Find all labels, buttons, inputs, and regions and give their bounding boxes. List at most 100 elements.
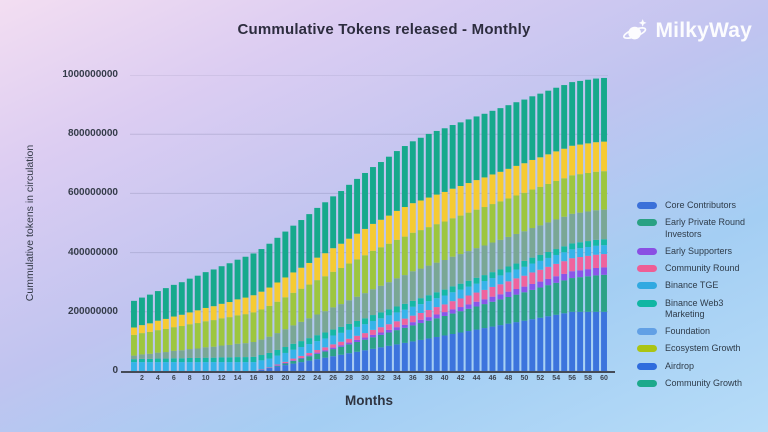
bar-segment-core-contributors-month-52[interactable]: [537, 317, 544, 371]
bar-segment-community-round-month-30[interactable]: [362, 333, 368, 338]
bar-segment-ecosystem-growth-month-34[interactable]: [393, 239, 400, 279]
bar-segment-early-private-round-investors-month-56[interactable]: [569, 278, 576, 312]
bar-segment-airdrop-month-23[interactable]: [306, 262, 313, 285]
bar-segment-ecosystem-growth-month-37[interactable]: [417, 230, 424, 269]
bar-segment-airdrop-month-52[interactable]: [537, 157, 544, 187]
bar-segment-community-round-month-25[interactable]: [322, 347, 329, 351]
bar-segment-early-supporters-month-50[interactable]: [521, 286, 528, 293]
bar-segment-binance-web3-marketing-month-14[interactable]: [234, 357, 241, 363]
bar-segment-early-private-round-investors-month-29[interactable]: [354, 341, 360, 352]
bar-segment-early-supporters-month-27[interactable]: [338, 345, 345, 347]
bar-segment-airdrop-month-60[interactable]: [601, 141, 607, 172]
bar-segment-binance-web3-marketing-month-22[interactable]: [298, 341, 305, 348]
bar-segment-foundation-month-35[interactable]: [401, 275, 408, 304]
bar-segment-ecosystem-growth-month-5[interactable]: [162, 328, 169, 353]
bar-segment-foundation-month-16[interactable]: [250, 341, 257, 357]
bar-segment-community-round-month-44[interactable]: [473, 292, 480, 302]
bar-segment-foundation-month-33[interactable]: [385, 282, 392, 310]
bar-segment-foundation-month-32[interactable]: [378, 285, 384, 313]
bar-segment-community-growth-month-33[interactable]: [385, 156, 392, 216]
bar-segment-ecosystem-growth-month-59[interactable]: [593, 171, 599, 211]
bar-segment-binance-web3-marketing-month-45[interactable]: [481, 275, 488, 282]
bar-segment-foundation-month-9[interactable]: [194, 348, 201, 358]
bar-segment-core-contributors-month-26[interactable]: [330, 356, 337, 371]
bar-segment-ecosystem-growth-month-3[interactable]: [146, 331, 153, 354]
bar-segment-ecosystem-growth-month-11[interactable]: [210, 320, 217, 347]
bar-segment-binance-web3-marketing-month-9[interactable]: [194, 357, 201, 363]
bar-segment-ecosystem-growth-month-54[interactable]: [553, 180, 560, 220]
bar-segment-binance-web3-marketing-month-47[interactable]: [497, 269, 504, 276]
bar-segment-community-growth-month-8[interactable]: [186, 278, 193, 313]
legend-item-community-growth[interactable]: Community Growth: [637, 378, 763, 389]
bar-segment-core-contributors-month-17[interactable]: [258, 369, 265, 371]
bar-segment-airdrop-month-36[interactable]: [409, 203, 416, 233]
bar-segment-foundation-month-41[interactable]: [449, 256, 456, 287]
bar-segment-foundation-month-22[interactable]: [298, 321, 305, 342]
bar-segment-airdrop-month-39[interactable]: [433, 194, 440, 225]
bar-segment-early-supporters-month-58[interactable]: [585, 269, 592, 277]
bar-segment-community-growth-month-38[interactable]: [425, 133, 432, 198]
bar-segment-airdrop-month-25[interactable]: [322, 253, 329, 277]
bar-segment-binance-tge-month-40[interactable]: [441, 295, 448, 305]
bar-segment-community-growth-month-40[interactable]: [441, 128, 448, 192]
bar-segment-early-supporters-month-21[interactable]: [290, 360, 297, 361]
bar-segment-binance-tge-month-22[interactable]: [298, 347, 305, 356]
bar-segment-binance-web3-marketing-month-39[interactable]: [433, 292, 440, 299]
bar-segment-ecosystem-growth-month-8[interactable]: [186, 324, 193, 350]
bar-segment-ecosystem-growth-month-26[interactable]: [330, 271, 337, 308]
bar-segment-binance-tge-month-34[interactable]: [393, 312, 400, 322]
bar-segment-community-round-month-47[interactable]: [497, 284, 504, 295]
bar-segment-airdrop-month-47[interactable]: [497, 171, 504, 202]
bar-segment-binance-tge-month-15[interactable]: [242, 362, 249, 371]
bar-segment-foundation-month-23[interactable]: [306, 318, 313, 339]
bar-segment-core-contributors-month-31[interactable]: [370, 348, 376, 371]
bar-segment-foundation-month-20[interactable]: [282, 329, 289, 348]
bar-segment-airdrop-month-8[interactable]: [186, 312, 193, 325]
bar-segment-community-round-month-20[interactable]: [282, 361, 289, 363]
bar-segment-early-supporters-month-25[interactable]: [322, 350, 329, 352]
bar-segment-ecosystem-growth-month-9[interactable]: [194, 323, 201, 349]
bar-segment-ecosystem-growth-month-14[interactable]: [234, 315, 241, 344]
bar-segment-early-private-round-investors-month-46[interactable]: [489, 301, 496, 327]
bar-segment-airdrop-month-40[interactable]: [441, 191, 448, 222]
bar-segment-airdrop-month-3[interactable]: [146, 323, 153, 332]
bar-segment-binance-web3-marketing-month-60[interactable]: [601, 239, 607, 246]
bar-segment-early-supporters-month-30[interactable]: [362, 337, 368, 340]
bar-segment-early-private-round-investors-month-31[interactable]: [370, 337, 376, 349]
bar-segment-binance-tge-month-30[interactable]: [362, 324, 368, 334]
bar-segment-community-round-month-31[interactable]: [370, 329, 376, 335]
bar-segment-binance-web3-marketing-month-42[interactable]: [457, 283, 464, 290]
bar-segment-foundation-month-13[interactable]: [226, 344, 233, 358]
bar-segment-binance-tge-month-27[interactable]: [338, 332, 345, 342]
legend-item-early-supporters[interactable]: Early Supporters: [637, 246, 763, 257]
bar-segment-binance-web3-marketing-month-38[interactable]: [425, 295, 432, 302]
bar-segment-early-supporters-month-48[interactable]: [505, 291, 512, 297]
bar-segment-ecosystem-growth-month-35[interactable]: [401, 236, 408, 276]
bar-segment-early-private-round-investors-month-40[interactable]: [441, 315, 448, 336]
legend-item-ecosystem-growth[interactable]: Ecosystem Growth: [637, 343, 763, 354]
bar-segment-binance-web3-marketing-month-49[interactable]: [513, 263, 520, 270]
bar-segment-binance-web3-marketing-month-31[interactable]: [370, 315, 376, 321]
bar-segment-community-growth-month-25[interactable]: [322, 202, 329, 254]
bar-segment-community-growth-month-49[interactable]: [513, 102, 520, 166]
bar-segment-binance-web3-marketing-month-18[interactable]: [266, 352, 273, 359]
bar-segment-binance-tge-month-9[interactable]: [194, 362, 201, 371]
bar-segment-binance-tge-month-42[interactable]: [457, 289, 464, 299]
bar-segment-early-supporters-month-41[interactable]: [449, 309, 456, 314]
bar-segment-community-round-month-17[interactable]: [258, 369, 265, 370]
bar-segment-binance-tge-month-38[interactable]: [425, 301, 432, 311]
bar-segment-ecosystem-growth-month-38[interactable]: [425, 227, 432, 266]
bar-segment-ecosystem-growth-month-1[interactable]: [131, 334, 137, 356]
bar-segment-foundation-month-3[interactable]: [146, 353, 153, 359]
bar-segment-early-private-round-investors-month-33[interactable]: [385, 332, 392, 346]
bar-segment-binance-web3-marketing-month-6[interactable]: [170, 358, 177, 363]
bar-segment-binance-tge-month-10[interactable]: [202, 362, 209, 371]
bar-segment-foundation-month-31[interactable]: [370, 289, 376, 316]
bar-segment-binance-web3-marketing-month-51[interactable]: [529, 257, 536, 264]
bar-segment-core-contributors-month-23[interactable]: [306, 360, 313, 371]
bar-segment-early-supporters-month-52[interactable]: [537, 281, 544, 288]
bar-segment-early-supporters-month-28[interactable]: [346, 342, 353, 345]
bar-segment-early-supporters-month-57[interactable]: [577, 270, 584, 278]
bar-segment-binance-tge-month-29[interactable]: [354, 326, 360, 336]
bar-segment-early-private-round-investors-month-51[interactable]: [529, 289, 536, 320]
